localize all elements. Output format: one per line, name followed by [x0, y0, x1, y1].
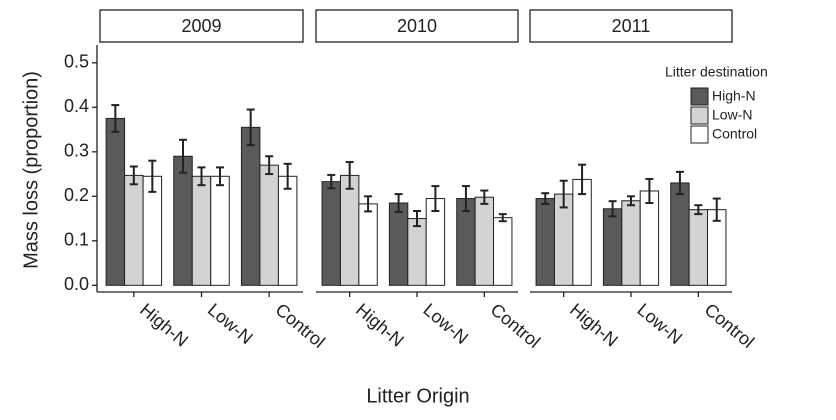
- y-tick-label: 0.1: [64, 230, 89, 250]
- bar: [277, 175, 298, 286]
- legend-swatch: [690, 125, 709, 144]
- bar: [339, 174, 360, 286]
- bar: [688, 209, 709, 286]
- bar: [240, 126, 261, 286]
- x-tick-label: High-N: [566, 299, 622, 350]
- bar: [210, 175, 230, 286]
- bar: [535, 198, 555, 286]
- y-axis-label: Mass loss (proportion): [20, 71, 42, 269]
- bar: [621, 200, 641, 286]
- bar: [191, 175, 212, 286]
- y-tick-label: 0.4: [64, 96, 89, 116]
- x-tick-label: Low-N: [204, 299, 257, 348]
- x-tick-label: Low-N: [419, 299, 472, 348]
- legend-title: Litter destination: [665, 64, 768, 80]
- bar: [474, 196, 495, 286]
- y-tick-label: 0.0: [64, 274, 89, 294]
- x-tick-label: Control: [487, 299, 544, 352]
- facet-title: 2011: [612, 16, 651, 36]
- facet-title: 2009: [181, 16, 221, 36]
- bar: [124, 174, 144, 286]
- bar: [493, 217, 513, 286]
- facet-strip: [529, 9, 733, 43]
- facet-strip: [99, 9, 304, 43]
- legend-swatch: [690, 106, 709, 125]
- bar: [670, 182, 690, 286]
- legend-swatch: [690, 87, 709, 106]
- legend-label: Control: [712, 126, 757, 142]
- bar: [388, 202, 409, 286]
- bar: [572, 178, 592, 286]
- bar: [173, 155, 193, 286]
- x-tick-label: Control: [701, 299, 758, 352]
- y-tick-label: 0.5: [64, 52, 89, 72]
- y-tick-label: 0.3: [64, 141, 89, 161]
- bar: [407, 218, 427, 286]
- x-axis-label: Litter Origin: [366, 385, 469, 407]
- bar: [259, 164, 279, 286]
- bar: [602, 208, 623, 286]
- x-tick-label: High-N: [136, 299, 192, 350]
- x-tick-label: Control: [272, 299, 329, 352]
- bar: [639, 190, 660, 286]
- x-tick-label: High-N: [352, 299, 408, 350]
- bar: [321, 181, 341, 286]
- facet-title: 2010: [397, 16, 437, 36]
- bar: [358, 203, 378, 286]
- legend-label: Low-N: [712, 107, 752, 123]
- x-tick-label: Low-N: [633, 299, 686, 348]
- y-tick-label: 0.2: [64, 185, 89, 205]
- legend-label: High-N: [712, 88, 756, 104]
- bar: [105, 117, 126, 286]
- facet-strip: [315, 9, 519, 43]
